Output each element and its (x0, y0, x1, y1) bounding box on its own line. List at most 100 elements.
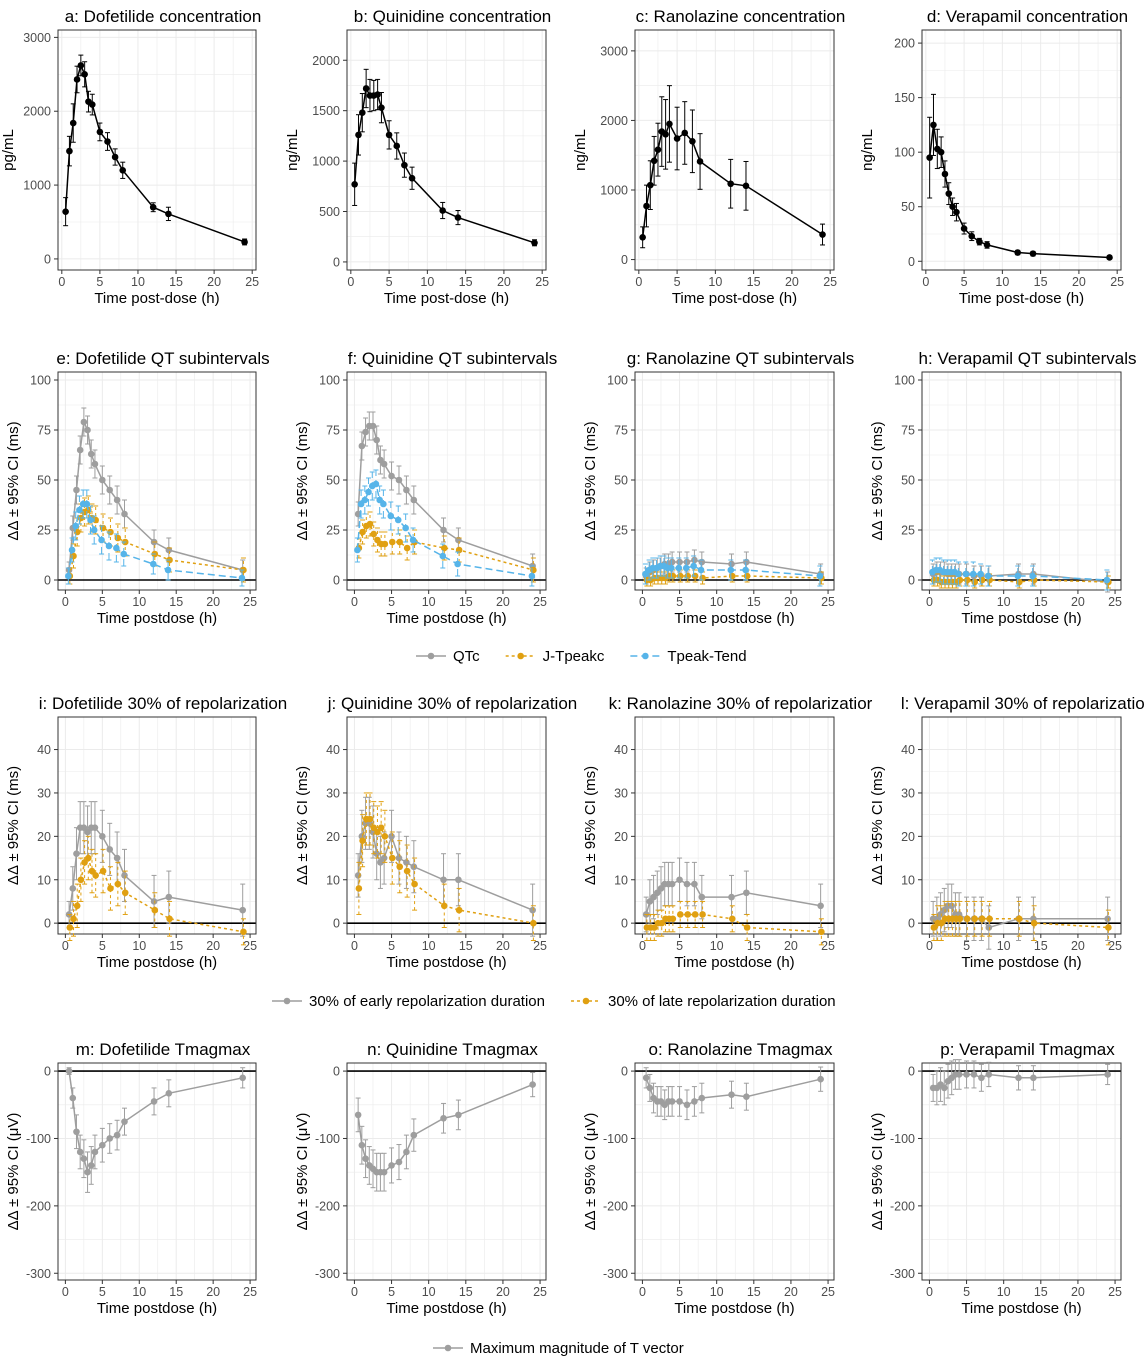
data-point (650, 893, 657, 901)
x-tick-label: 25 (1110, 275, 1124, 289)
data-point (87, 516, 94, 524)
data-point (92, 872, 99, 879)
x-tick-label: 10 (132, 1285, 146, 1299)
x-tick-label: 5 (99, 1285, 106, 1299)
x-tick-label: 15 (169, 939, 183, 953)
panel-p: 0 5 10 15 20 25 0 -100 -200 -300 p: Verapamil Tmag… (869, 1040, 1122, 1317)
panel-frame (921, 371, 1122, 591)
data-point (978, 915, 986, 923)
data-point (121, 889, 129, 897)
data-point (650, 157, 658, 165)
y-tick-label: 20 (614, 830, 628, 844)
legend-item: 30% of early repolarization duration (272, 993, 545, 1010)
x-tick-label: 0 (926, 1285, 933, 1299)
data-point (84, 426, 91, 434)
data-point (81, 71, 88, 78)
data-point (699, 911, 706, 918)
data-point (651, 924, 658, 931)
x-tick-label: 10 (997, 1285, 1011, 1299)
data-point (70, 915, 77, 923)
legend-label: Tpeak-Tend (667, 648, 746, 665)
data-point (73, 76, 81, 83)
data-point (385, 131, 393, 139)
x-tick-label: 25 (245, 275, 259, 289)
data-point (960, 225, 968, 232)
legend-marker (582, 997, 590, 1005)
data-point (362, 428, 369, 436)
data-point (727, 180, 734, 188)
data-point (381, 833, 389, 840)
data-point (83, 500, 91, 508)
y-tick-label: 75 (901, 424, 915, 438)
data-point (396, 863, 404, 871)
x-axis-label: Time postdose (h) (386, 954, 506, 971)
data-point (410, 863, 418, 871)
y-axis-label: ng/mL (284, 129, 301, 171)
x-tick-label: 15 (1034, 939, 1048, 953)
data-point (657, 885, 665, 892)
data-point (361, 496, 369, 504)
data-point (380, 460, 388, 468)
x-tick-label: 10 (422, 1285, 436, 1299)
panel-title: o: Ranolazine Tmagmax (649, 1040, 833, 1059)
data-point (728, 893, 735, 901)
panel-i: 0 5 10 15 20 25 0 10 20 30 40 i: Dofetilide 30% of … (5, 694, 287, 971)
series-qtc (354, 411, 536, 579)
data-point (683, 880, 691, 888)
panel-title: p: Verapamil Tmagmax (940, 1040, 1115, 1059)
y-axis-label: ΔΔ ± 95% CI (ms) (5, 766, 22, 885)
data-point (65, 1067, 73, 1075)
data-point (937, 911, 944, 918)
data-point (455, 1111, 462, 1119)
data-point (728, 1091, 735, 1098)
series-tpeak-tend (354, 469, 536, 587)
data-point (409, 536, 417, 544)
x-tick-label: 15 (747, 939, 761, 953)
data-point (675, 564, 683, 572)
y-axis-label: ng/mL (572, 129, 589, 171)
x-tick-label: 0 (926, 939, 933, 953)
panel-title: b: Quinidine concentration (354, 7, 552, 26)
x-tick-label: 5 (963, 595, 970, 609)
x-tick-label: 10 (132, 595, 146, 609)
y-tick-label: 20 (37, 830, 51, 844)
x-tick-label: 25 (821, 939, 835, 953)
panel-frame (634, 29, 835, 271)
data-point (114, 534, 122, 542)
y-tick-label: 100 (894, 146, 915, 160)
data-point (366, 520, 374, 528)
data-point (698, 1094, 706, 1102)
data-point (378, 104, 385, 111)
data-point (66, 924, 74, 931)
y-axis-label: ΔΔ ± 95% CI (ms) (869, 766, 886, 885)
x-tick-label: 10 (997, 595, 1011, 609)
x-tick-label: 0 (639, 939, 646, 953)
x-tick-label: 0 (351, 595, 358, 609)
data-point (91, 1148, 99, 1156)
x-tick-label: 0 (639, 595, 646, 609)
data-point (945, 190, 953, 197)
data-point (530, 919, 537, 927)
data-point (698, 893, 706, 901)
y-tick-label: -100 (603, 1132, 628, 1146)
data-point (1015, 578, 1023, 586)
x-tick-label: 20 (785, 275, 799, 289)
data-point (956, 915, 964, 923)
x-tick-label: 10 (997, 939, 1011, 953)
data-point (956, 576, 964, 584)
panel-frame (634, 371, 835, 591)
x-tick-label: 5 (674, 275, 681, 289)
data-point (99, 867, 107, 875)
panel-title: h: Verapamil QT subintervals (919, 349, 1137, 368)
data-point (970, 1071, 978, 1078)
y-tick-label: -300 (315, 1267, 340, 1281)
series-30-of-early-repolarization-duration (354, 796, 536, 937)
data-point (455, 876, 462, 884)
data-point (978, 576, 986, 584)
data-point (96, 128, 104, 136)
data-point (362, 85, 370, 92)
y-tick-label: 2000 (312, 54, 340, 68)
x-tick-label: 20 (496, 1285, 510, 1299)
data-point (165, 210, 172, 218)
data-point (683, 1101, 691, 1109)
